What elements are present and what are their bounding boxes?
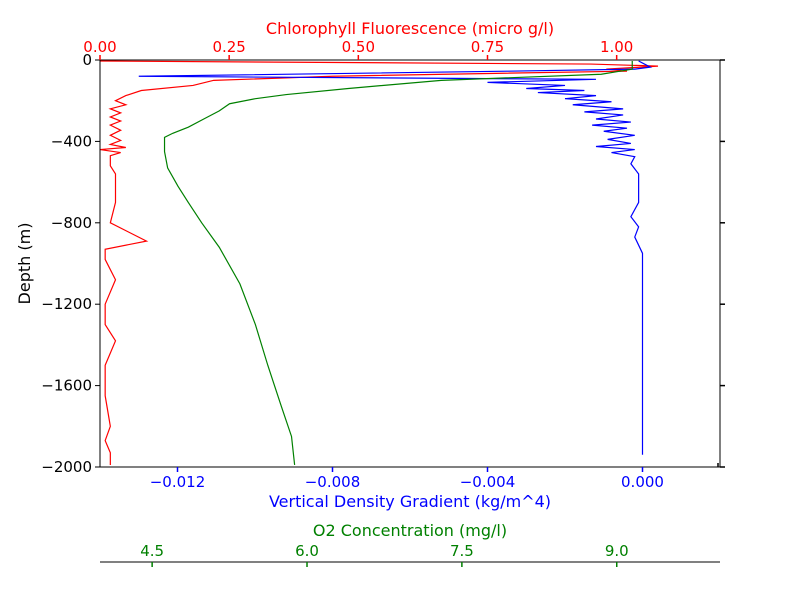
- y-axis: 0 −400 −800 −1200 −1600 −2000: [41, 51, 725, 476]
- x-tick-label-chlorophyll: 0.50: [342, 38, 375, 56]
- x-tick-label-oxygen: 4.5: [140, 542, 164, 560]
- x-axis-oxygen: 4.5 6.0 7.5 9.0: [100, 542, 720, 567]
- x-axis-density: −0.012 −0.008 −0.004 0.000: [150, 463, 719, 491]
- x-axis-chlorophyll-label: Chlorophyll Fluorescence (micro g/l): [266, 19, 554, 38]
- y-tick-label: −1200: [41, 295, 92, 313]
- y-tick-label: −800: [51, 214, 92, 232]
- y-tick-label: −1600: [41, 377, 92, 395]
- y-tick-label: −400: [51, 132, 92, 150]
- x-tick-label-oxygen: 6.0: [295, 542, 319, 560]
- x-tick-label-oxygen: 9.0: [605, 542, 629, 560]
- x-tick-label-chlorophyll: 0.75: [471, 38, 504, 56]
- x-axis-chlorophyll: 0.00 0.25 0.50 0.75 1.00: [83, 38, 633, 60]
- x-tick-label-density: −0.012: [150, 473, 206, 491]
- x-axis-oxygen-label: O2 Concentration (mg/l): [313, 521, 507, 540]
- plot-frame: [99, 59, 721, 468]
- x-tick-label-density: −0.008: [305, 473, 361, 491]
- x-tick-label-density: −0.004: [460, 473, 516, 491]
- y-tick-label: 0: [82, 51, 92, 69]
- x-tick-label-chlorophyll: 1.00: [600, 38, 633, 56]
- x-tick-label-chlorophyll: 0.25: [212, 38, 245, 56]
- series-line-oxygen: [163, 61, 633, 466]
- x-tick-label-oxygen: 7.5: [450, 542, 474, 560]
- series-line-chlorophyll: [99, 60, 659, 465]
- x-tick-label-chlorophyll: 0.00: [83, 38, 116, 56]
- x-tick-label-density: 0.000: [621, 473, 664, 491]
- plot-lines: [99, 60, 659, 466]
- x-axis-density-label: Vertical Density Gradient (kg/m^4): [269, 492, 551, 511]
- y-tick-label: −2000: [41, 458, 92, 476]
- series-line-density: [138, 60, 653, 455]
- y-axis-label: Depth (m): [15, 223, 34, 305]
